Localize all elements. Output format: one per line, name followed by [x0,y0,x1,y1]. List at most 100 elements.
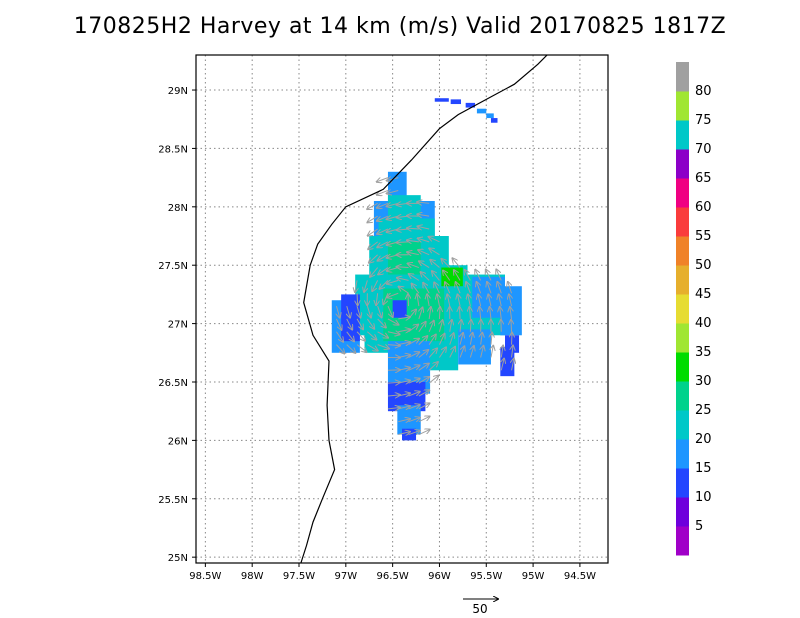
wind-vector [398,432,410,435]
colorbar-label: 35 [695,345,712,360]
colorbar-segment [676,265,689,295]
y-axis: 25N 25.5N 26N 26.5N 27N 27.5N 28N 28.5N 29N [158,86,196,564]
x-axis: 98.5W 98W 97.5W 97W 96.5W 96W 95.5W 95W 94.5W [189,563,596,582]
wind-vector [508,282,512,294]
wind-vector [377,177,389,182]
wind-vector [418,250,430,256]
storm-eye [392,300,407,318]
wind-vector [408,325,419,333]
x-tick-label: 94.5W [564,571,596,582]
wind-vector [398,368,410,371]
wind-vector [408,418,420,423]
colorbar-segment [676,439,689,469]
wind-vector [460,333,463,345]
wind-vector [346,344,356,353]
wind-vector [481,346,484,358]
colorbar-label: 25 [695,403,712,418]
wind-vector [387,305,393,317]
wind-vector [372,280,379,291]
colorbar-label: 75 [695,113,712,128]
wind-vector [366,318,374,329]
wind-vector [439,334,444,345]
wind-vector [429,237,440,243]
wind-vector [418,322,426,333]
wind-vector [512,346,513,358]
wind-vector [387,345,400,346]
wind-vector [418,350,428,358]
wind-vector [370,267,379,277]
wind-vector [412,284,420,294]
wind-cell [500,346,515,377]
wind-vector [418,336,427,345]
reference-vector-label: 50 [472,602,487,616]
wind-vector [428,362,438,371]
wind-vector [488,294,491,307]
colorbar-label: 15 [695,461,712,476]
y-tick-label: 26N [168,436,188,447]
wind-vector [501,346,503,358]
wind-vector [449,347,455,358]
wind-vector [500,307,502,319]
wind-vector [387,332,400,335]
wind-vector [452,258,461,268]
wind-vector [511,320,512,332]
wind-vector [367,331,376,340]
colorbar-label: 55 [695,229,712,244]
y-tick-label: 29N [168,86,188,97]
wind-vector [497,282,501,294]
x-tick-label: 95W [522,571,545,582]
wind-vector [447,294,449,307]
wind-vector [387,408,400,409]
wind-vector [377,331,388,338]
wind-vector [459,346,464,358]
wind-vector [398,419,410,422]
wind-vector [417,202,430,203]
wind-vector [398,355,410,358]
coastline [300,55,548,563]
y-tick-label: 25N [168,553,188,564]
x-tick-label: 96.5W [377,571,409,582]
colorbar-segment [676,410,689,440]
wind-vector [356,318,363,329]
wind-vector [398,317,410,319]
colorbar-segment [676,62,689,92]
plot-frame [195,54,609,564]
wind-vector [491,346,493,358]
wind-vector [408,294,409,307]
x-tick-label: 96W [428,571,451,582]
colorbar: 5 10 15 20 25 30 35 40 45 50 55 60 65 70 75 80 [676,62,712,556]
wind-vector [336,331,343,342]
colorbar-label: 20 [695,432,712,447]
wind-fragment [490,118,498,123]
colorbar-label: 45 [695,287,712,302]
wind-vector [460,320,461,332]
wind-vector [439,307,440,319]
wind-vector [418,390,430,397]
wind-fragment [434,98,449,102]
wind-vector [470,346,474,358]
reference-vector: 50 [463,599,498,616]
colorbar-label: 50 [695,258,712,273]
x-tick-label: 98W [241,571,264,582]
wind-vector [377,345,389,349]
wind-fragment [465,102,476,108]
wind-vector [428,321,434,332]
wind-vector [387,395,400,396]
colorbar-label: 60 [695,200,712,215]
wind-cell [441,267,463,287]
wind-vector [408,379,420,384]
wind-vector [429,307,431,319]
wind-vector [437,294,439,307]
wind-vector [418,364,429,371]
wind-vector [421,272,430,281]
wind-vector [417,294,419,307]
wind-vector [346,318,352,330]
wind-vector [387,292,399,297]
wind-vector [423,283,430,294]
colorbar-segment [676,178,689,208]
wind-vector [417,226,430,229]
wind-vector [490,307,491,319]
wind-vector [468,294,471,307]
colorbar-label: 10 [695,490,712,505]
colorbar-segment [676,468,689,498]
